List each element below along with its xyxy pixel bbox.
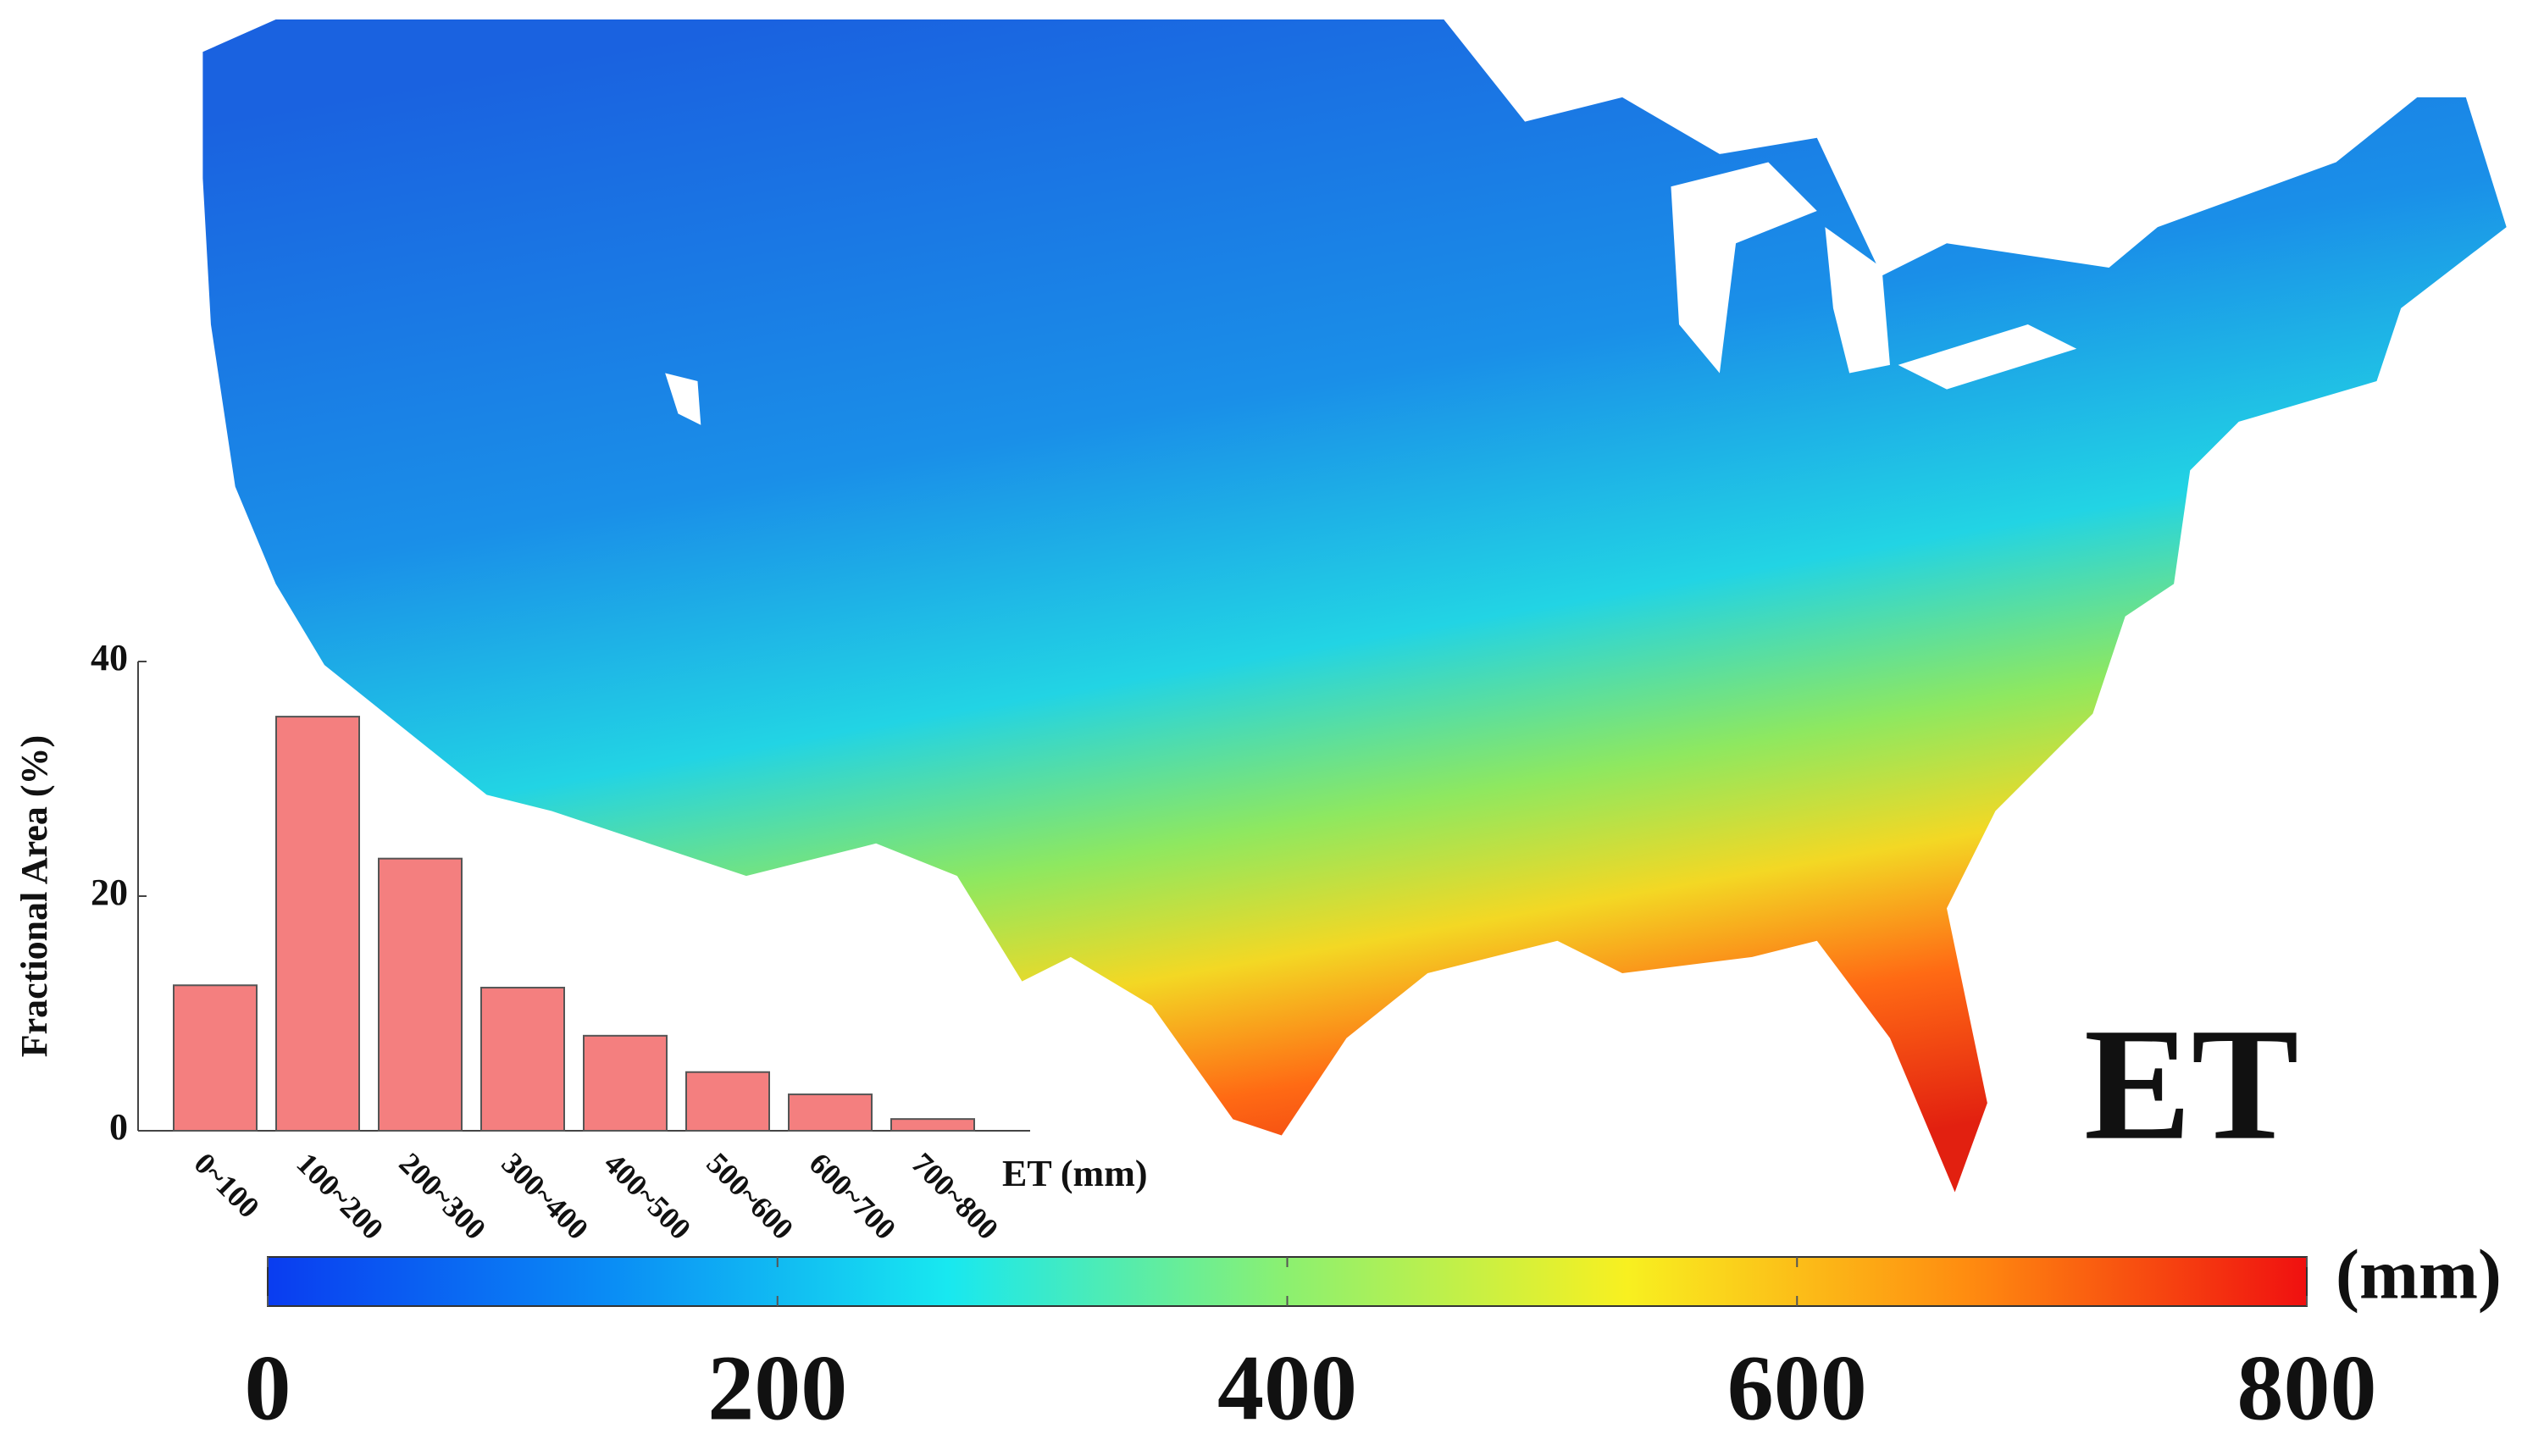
x-tick-label: 0~100: [187, 1146, 265, 1224]
x-tick-label: 600~700: [802, 1146, 902, 1246]
bar: [583, 1034, 668, 1132]
bar: [788, 1093, 873, 1132]
x-tick-label: 200~300: [392, 1146, 492, 1246]
bar: [480, 987, 565, 1132]
colorbar-tick-label: 200: [707, 1336, 847, 1439]
colorbar-unit: (mm): [2336, 1235, 2502, 1314]
x-tick-label: 500~600: [700, 1146, 800, 1246]
colorbar-tick-label: 400: [1217, 1336, 1357, 1439]
colorbar-tick-label: 0: [245, 1336, 291, 1439]
x-tick-label: 400~500: [597, 1146, 697, 1246]
x-axis-label: ET (mm): [1002, 1153, 1148, 1194]
et-map: [202, 19, 2507, 1193]
colorbar-tick-label: 800: [2237, 1336, 2377, 1439]
map-title: ET: [2084, 996, 2298, 1174]
x-tick-label: 100~200: [290, 1146, 390, 1246]
x-tick-label: 700~800: [905, 1146, 1005, 1246]
bar: [275, 716, 360, 1132]
y-tick-label: 40: [91, 637, 128, 678]
x-tick-label: 300~400: [495, 1146, 595, 1246]
bar: [685, 1071, 770, 1132]
y-tick-label: 0: [109, 1106, 128, 1148]
y-axis-label: Fractional Area (%): [14, 735, 55, 1057]
colorbar-tick-label: 600: [1727, 1336, 1867, 1439]
bar: [173, 984, 258, 1132]
y-tick-label: 20: [91, 872, 128, 913]
bar: [378, 857, 463, 1132]
bar: [890, 1118, 975, 1132]
